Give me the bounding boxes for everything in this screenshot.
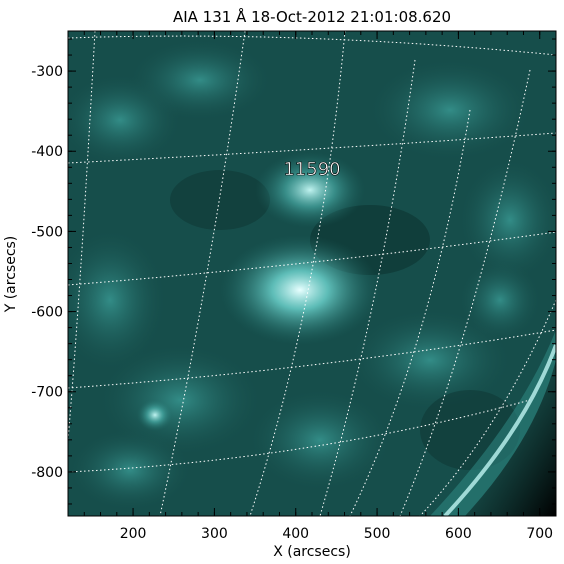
solar-limb <box>443 344 556 516</box>
active-region-core <box>220 235 380 345</box>
y-tick-label: -300 <box>31 64 63 80</box>
x-tick-label: 300 <box>201 526 228 542</box>
x-tick-label: 400 <box>282 526 309 542</box>
heliographic-grid <box>68 31 556 516</box>
y-tick-label: -800 <box>31 465 63 481</box>
x-tick-label: 600 <box>445 526 472 542</box>
active-region-label: 11590 <box>283 159 340 180</box>
image-title: AIA 131 Å 18-Oct-2012 21:01:08.620 <box>173 7 451 26</box>
x-tick-label: 200 <box>120 526 147 542</box>
x-axis: 200 300 400 500 600 700 <box>67 31 557 542</box>
active-region-north <box>255 152 365 228</box>
y-tick-label: -400 <box>31 144 63 160</box>
y-axis: -300 -400 -500 -600 -700 -800 <box>31 38 556 505</box>
y-axis-label: Y (arcsecs) <box>3 236 19 314</box>
x-axis-label: X (arcsecs) <box>273 544 351 560</box>
solar-image <box>68 31 556 516</box>
y-tick-label: -600 <box>31 305 63 321</box>
y-tick-label: -500 <box>31 224 63 240</box>
x-tick-label: 500 <box>364 526 391 542</box>
y-tick-label: -700 <box>31 385 63 401</box>
x-tick-label: 700 <box>526 526 553 542</box>
